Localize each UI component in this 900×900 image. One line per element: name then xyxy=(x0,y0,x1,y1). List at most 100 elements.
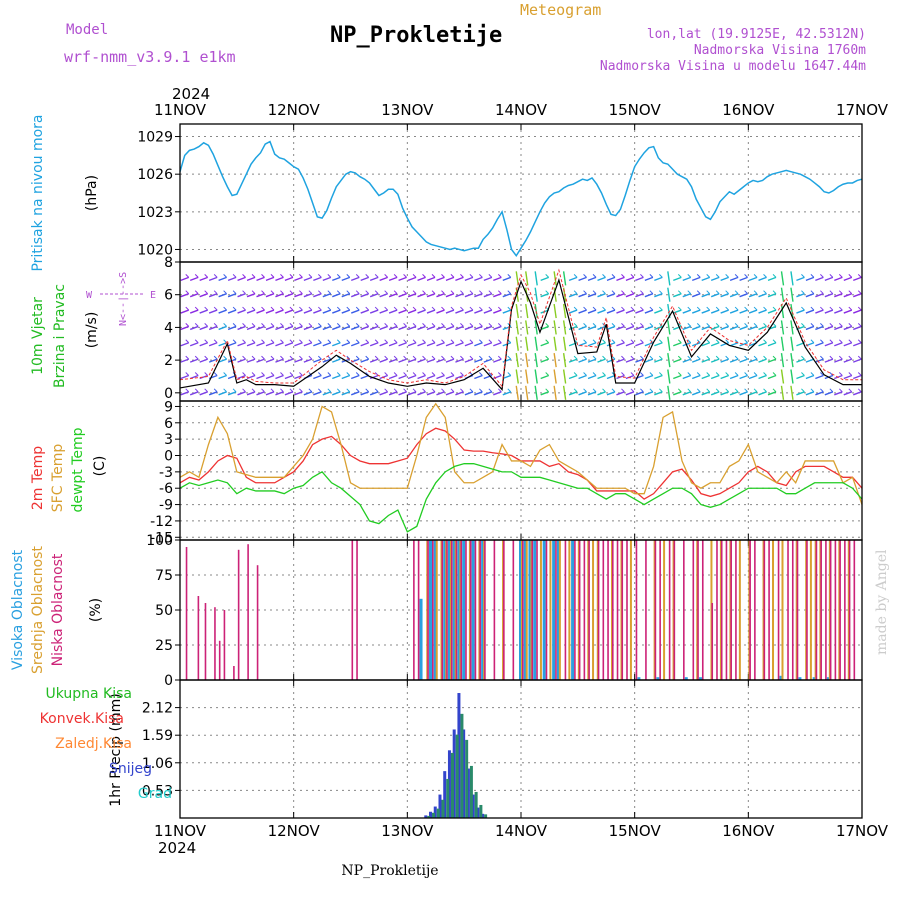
wind-arrow xyxy=(616,342,625,347)
wind-arrowhead xyxy=(327,355,332,360)
wind-arrowhead xyxy=(838,339,843,344)
wind-arrow xyxy=(493,325,502,331)
wind-arrowhead xyxy=(488,306,493,311)
low-cloud-bar xyxy=(555,540,557,680)
top-date-label: 12NOV xyxy=(268,101,321,119)
wind-arrow xyxy=(748,374,758,380)
wind-arrowhead xyxy=(308,388,313,393)
wind-arrowhead xyxy=(744,372,748,376)
low-cloud-bar xyxy=(848,540,851,680)
y-tick-label: 1.59 xyxy=(142,728,173,744)
wind-arrow xyxy=(568,309,578,314)
wind-arrow xyxy=(587,325,597,331)
wind-arrowhead xyxy=(592,273,597,278)
wind-arrowhead xyxy=(829,388,834,393)
wind-arrow xyxy=(303,342,313,347)
y-tick-label: 0 xyxy=(164,386,173,402)
wind-arrow xyxy=(815,293,824,298)
wind-arrowhead xyxy=(753,372,758,376)
wind-arrowhead xyxy=(810,273,815,278)
wind-arrowhead xyxy=(488,372,493,376)
wind-arrowhead xyxy=(810,306,815,311)
wind-arrow xyxy=(562,353,567,368)
wind-arrow xyxy=(189,358,199,363)
wind-arrowhead xyxy=(204,372,209,376)
wind-arrowhead xyxy=(677,339,682,344)
wind-arrowhead xyxy=(403,290,407,295)
wind-arrowhead xyxy=(829,323,834,327)
wind-arrow xyxy=(502,309,512,314)
wind-arrowhead xyxy=(744,323,748,327)
wind-arrow xyxy=(237,325,246,331)
low-cloud-bar xyxy=(825,540,827,680)
wind-arrow xyxy=(483,358,493,363)
chart-title: NP_Prokletije xyxy=(330,23,502,48)
wind-arrowhead xyxy=(630,290,635,295)
wind-arrowhead xyxy=(355,290,360,295)
high-cloud-bar xyxy=(471,540,475,680)
wind-ylabel: 10m Vjetar xyxy=(30,297,46,375)
wind-arrow xyxy=(284,325,294,331)
wind-arrow xyxy=(493,309,502,314)
wind-arrow xyxy=(853,309,862,314)
wind-arrow xyxy=(587,391,597,396)
wind-arrowhead xyxy=(687,290,692,295)
wind-arrow xyxy=(303,358,313,363)
wind-arrowhead xyxy=(583,388,587,393)
wind-arrowhead xyxy=(829,339,834,344)
wind-arrow xyxy=(780,320,785,335)
wind-arrow xyxy=(398,309,407,314)
wind-arrowhead xyxy=(715,273,720,278)
snow-bar xyxy=(452,729,456,818)
low-cloud-bar xyxy=(626,540,628,680)
wind-arrow xyxy=(843,293,853,298)
wind-arrowhead xyxy=(763,306,767,311)
wind-arrow xyxy=(578,325,587,331)
total-precip-bar xyxy=(436,808,440,818)
wind-arrow xyxy=(417,374,426,380)
wind-arrowhead xyxy=(194,323,199,327)
wind-arrowhead xyxy=(497,372,502,376)
wind-arrow xyxy=(388,358,398,363)
wind-arrow xyxy=(294,293,303,298)
wind-arrow xyxy=(426,309,436,314)
wind-arrow xyxy=(691,358,701,363)
wind-arrowhead xyxy=(801,323,805,327)
wind-arrowhead xyxy=(592,372,597,376)
low-cloud-bar xyxy=(839,540,841,680)
wind-arrow xyxy=(673,374,682,380)
wind-arrow xyxy=(445,374,455,380)
wind-arrowhead xyxy=(848,339,853,344)
wind-arrowhead xyxy=(308,273,313,278)
wind-arrow xyxy=(436,342,445,347)
wind-arrow xyxy=(360,358,369,363)
wind-arrow xyxy=(682,391,692,396)
wind-arrow xyxy=(237,342,246,347)
wind-arrowhead xyxy=(393,290,398,295)
wind-arrowhead xyxy=(658,306,663,311)
total-precip-bar xyxy=(484,814,488,818)
wind-arrow xyxy=(805,276,815,282)
wind-arrow xyxy=(360,374,369,380)
wind-arrow xyxy=(379,309,388,314)
wind-arrowhead xyxy=(848,306,853,311)
wind-arrow xyxy=(553,287,557,302)
wind-arrowhead xyxy=(649,388,654,393)
wind-arrow xyxy=(701,309,710,314)
wind-arrow xyxy=(553,336,557,351)
wind-arrowhead xyxy=(592,290,597,295)
low-cloud-bar xyxy=(791,540,794,680)
low-cloud-bar xyxy=(441,540,444,680)
low-cloud-bar xyxy=(256,565,259,680)
wind-arrow xyxy=(739,358,748,363)
wind-arrowhead xyxy=(289,290,294,295)
wind-arrow xyxy=(824,293,834,298)
wind-arrowhead xyxy=(441,339,445,344)
wind-arrowhead xyxy=(280,306,284,311)
wind-arrowhead xyxy=(744,355,748,360)
wind-arrow xyxy=(445,325,455,331)
wind-arrowhead xyxy=(573,323,578,327)
wind-arrowhead xyxy=(715,339,720,344)
wind-arrow xyxy=(455,325,464,331)
